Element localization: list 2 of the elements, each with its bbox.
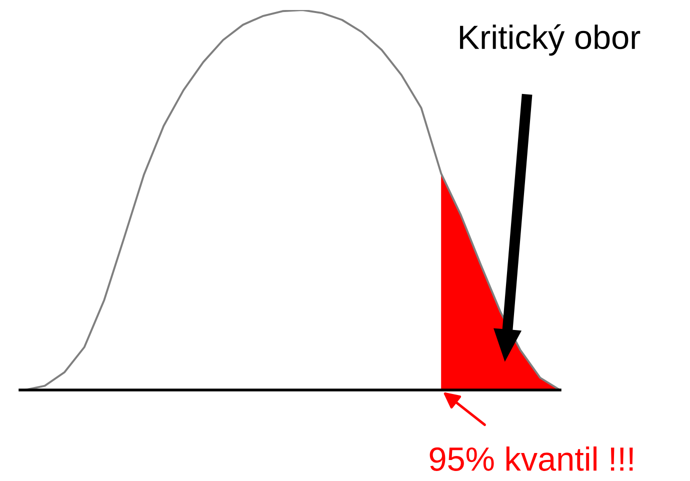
text: 95% kvantil !!! xyxy=(430,446,633,471)
annotation: Kritický obor xyxy=(460,24,640,56)
